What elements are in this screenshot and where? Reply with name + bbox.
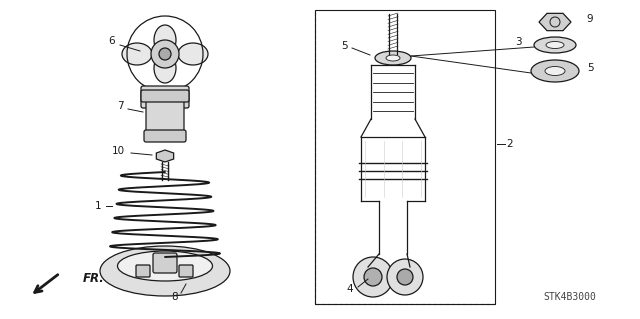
Ellipse shape xyxy=(178,43,208,65)
Ellipse shape xyxy=(375,51,411,65)
Text: 3: 3 xyxy=(515,37,522,47)
Text: 1: 1 xyxy=(95,201,101,211)
FancyBboxPatch shape xyxy=(141,90,189,102)
FancyBboxPatch shape xyxy=(179,265,193,277)
Text: 9: 9 xyxy=(587,14,593,24)
Ellipse shape xyxy=(531,60,579,82)
FancyBboxPatch shape xyxy=(153,253,177,273)
Ellipse shape xyxy=(118,251,212,281)
Ellipse shape xyxy=(122,43,152,65)
Text: 6: 6 xyxy=(109,36,115,46)
Ellipse shape xyxy=(546,41,564,48)
Ellipse shape xyxy=(545,66,565,76)
Text: STK4B3000: STK4B3000 xyxy=(543,292,596,302)
Bar xyxy=(315,10,495,304)
Polygon shape xyxy=(539,13,571,31)
Text: 8: 8 xyxy=(172,292,179,302)
Ellipse shape xyxy=(154,25,176,55)
Text: 10: 10 xyxy=(111,146,125,156)
Text: 5: 5 xyxy=(340,41,348,51)
Text: 7: 7 xyxy=(116,101,124,111)
Circle shape xyxy=(397,269,413,285)
FancyBboxPatch shape xyxy=(144,130,186,142)
Ellipse shape xyxy=(154,53,176,83)
Ellipse shape xyxy=(386,55,400,61)
Circle shape xyxy=(353,257,393,297)
Circle shape xyxy=(159,48,171,60)
Circle shape xyxy=(151,40,179,68)
Circle shape xyxy=(387,259,423,295)
FancyBboxPatch shape xyxy=(136,265,150,277)
Ellipse shape xyxy=(534,37,576,53)
Circle shape xyxy=(364,268,382,286)
Polygon shape xyxy=(156,150,173,162)
Text: 2: 2 xyxy=(507,139,513,149)
Text: 5: 5 xyxy=(587,63,593,73)
Text: 4: 4 xyxy=(347,284,353,294)
FancyBboxPatch shape xyxy=(141,86,189,108)
FancyBboxPatch shape xyxy=(146,93,184,135)
Text: FR.: FR. xyxy=(83,272,105,286)
Ellipse shape xyxy=(100,246,230,296)
